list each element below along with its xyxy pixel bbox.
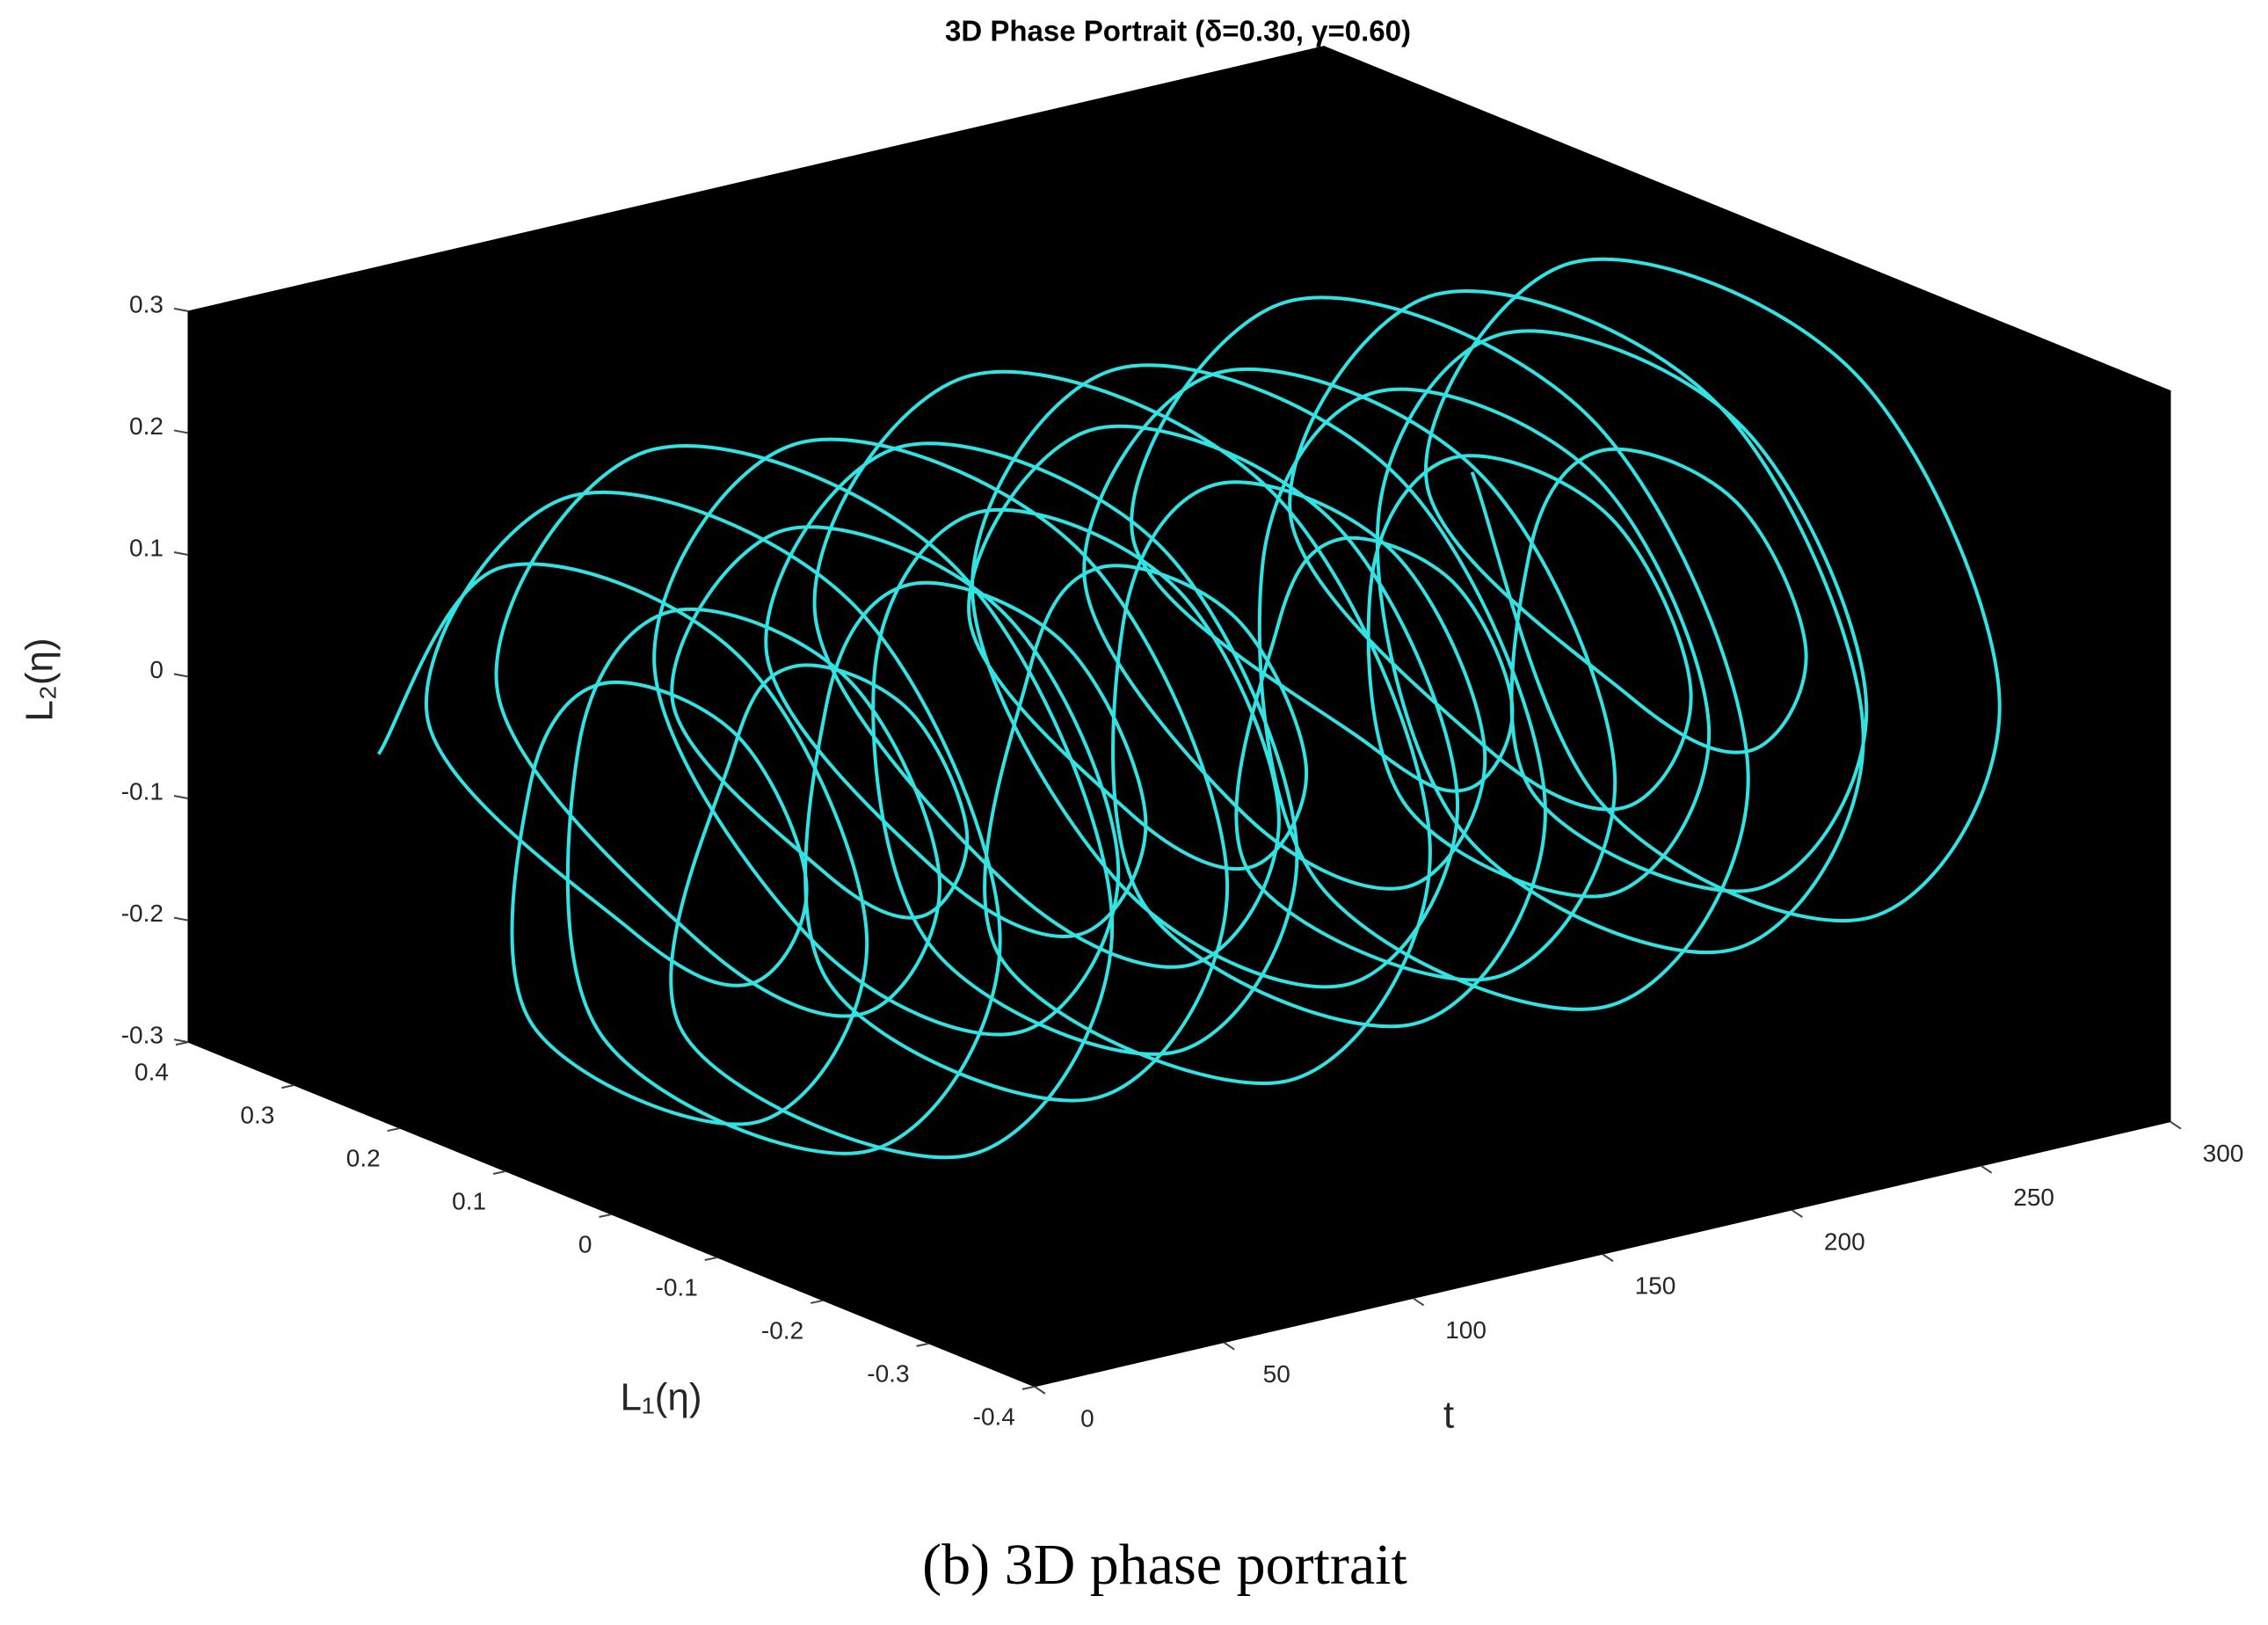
x-tick-label: 50 [1263,1360,1290,1388]
tick-mark [1413,1297,1425,1307]
caption: (b) 3D phase portrait [922,1533,1407,1597]
z-tick-label: 0.1 [129,534,164,561]
tick-mark [704,1256,718,1261]
tick-mark [173,916,189,922]
y-tick-label: 0.2 [346,1144,381,1171]
tick-mark [1602,1253,1614,1263]
x-tick-label: 300 [2203,1140,2244,1167]
y-tick-label: 0 [578,1230,592,1257]
y-tick-label: -0.2 [761,1316,803,1344]
y-axis-label: L₁(η) [620,1376,701,1419]
tick-mark [916,1342,929,1347]
x-tick-label: 250 [2013,1184,2054,1211]
tick-mark [599,1213,612,1218]
chart-title: 3D Phase Portrait (δ=0.30, γ=0.60) [945,15,1411,47]
trajectory [376,257,2002,1160]
x-axis-label: t [1443,1394,1454,1437]
tick-mark [173,550,189,556]
tick-mark [387,1127,400,1133]
tick-mark [173,673,189,678]
plot-area [376,257,2002,1160]
tick-mark [1034,1386,1046,1395]
y-tick-label: 0.4 [134,1059,169,1086]
z-tick-label: -0.2 [121,900,164,927]
axes-pane [1323,45,2171,1123]
x-tick-label: 0 [1080,1404,1094,1432]
z-tick-label: -0.3 [121,1022,164,1049]
tick-mark [173,1038,189,1044]
x-tick-label: 200 [1824,1228,1865,1255]
y-tick-label: 0.1 [452,1187,486,1214]
tick-mark [2170,1120,2182,1130]
z-tick-label: -0.1 [121,777,164,805]
z-tick-label: 0 [149,656,164,683]
z-axis-label: L₂(η) [18,638,62,721]
tick-mark [173,795,189,800]
tick-mark [173,307,189,312]
tick-mark [1791,1209,1803,1218]
tick-mark [281,1084,294,1089]
tick-mark [173,429,189,434]
y-tick-label: -0.3 [867,1359,909,1387]
tick-mark [1223,1341,1235,1351]
tick-mark [810,1299,824,1304]
y-tick-label: 0.3 [240,1101,274,1128]
tick-mark [1021,1385,1036,1390]
tick-mark [492,1170,506,1176]
z-tick-label: 0.2 [129,412,164,440]
y-tick-label: -0.4 [973,1403,1015,1430]
tick-mark [1981,1165,1993,1174]
x-tick-label: 100 [1445,1316,1487,1344]
x-tick-label: 150 [1635,1272,1676,1300]
y-tick-label: -0.1 [656,1273,698,1301]
z-tick-label: 0.3 [129,290,164,317]
